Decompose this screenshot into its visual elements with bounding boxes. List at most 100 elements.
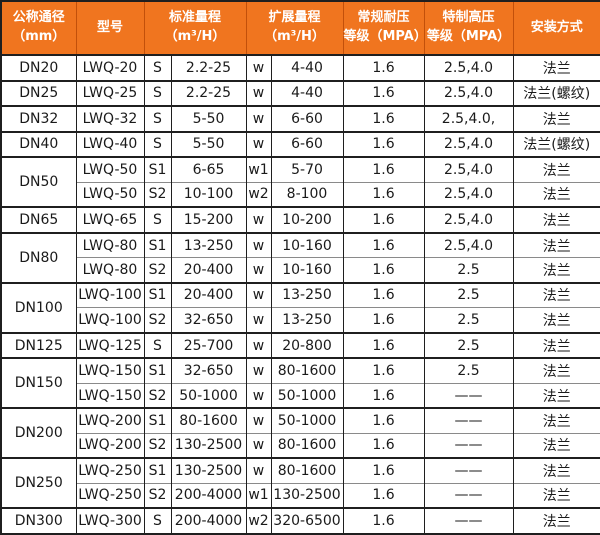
cell-standard-range: 32-650 xyxy=(170,307,247,333)
cell-normal-pressure: 1.6 xyxy=(342,507,425,534)
cell-standard-code: S xyxy=(143,130,172,158)
table-row: DN65 LWQ-65 S 15-200 w 10-200 1.6 2.5,4.0 法兰 xyxy=(0,206,600,233)
cell-extended-code: w1 xyxy=(245,482,272,509)
cell-extended-range: 20-800 xyxy=(270,331,344,359)
cell-installation: 法兰 xyxy=(512,407,600,434)
cell-extended-range: 80-1600 xyxy=(270,432,344,459)
cell-normal-pressure: 1.6 xyxy=(342,407,425,434)
cell-model: LWQ-200 xyxy=(75,432,145,459)
table-row: DN32 LWQ-32 S 5-50 w 6-60 1.6 2.5,4.0, 法兰 xyxy=(0,105,600,132)
cell-standard-code: S1 xyxy=(143,457,172,484)
cell-normal-pressure: 1.6 xyxy=(342,382,425,409)
cell-high-pressure: —— xyxy=(423,432,514,459)
cell-model: LWQ-250 xyxy=(75,482,145,509)
cell-model: LWQ-32 xyxy=(75,105,145,132)
cell-nominal-diameter: DN20 xyxy=(0,54,77,81)
table-row: LWQ-50 S2 10-100 w2 8-100 1.6 2.5,4.0 法兰 xyxy=(1,181,600,208)
cell-installation: 法兰 xyxy=(512,181,600,208)
cell-extended-code: w2 xyxy=(245,181,272,208)
cell-installation: 法兰 xyxy=(512,206,600,233)
cell-standard-range: 130-2500 xyxy=(170,432,247,459)
table-row: DN40 LWQ-40 S 5-50 w 6-60 1.6 2.5,4.0 法兰(螺纹) xyxy=(0,130,600,158)
cell-normal-pressure: 1.6 xyxy=(342,54,425,81)
cell-standard-code: S2 xyxy=(143,382,172,409)
cell-model: LWQ-80 xyxy=(75,257,145,283)
cell-extended-range: 50-1000 xyxy=(270,407,344,434)
cell-extended-range: 6-60 xyxy=(270,105,344,132)
cell-nominal-diameter: DN300 xyxy=(0,507,77,534)
cell-extended-code: w xyxy=(245,382,272,409)
cell-normal-pressure: 1.6 xyxy=(342,482,425,509)
cell-normal-pressure: 1.6 xyxy=(342,181,425,208)
cell-high-pressure: 2.5 xyxy=(423,331,514,359)
cell-standard-range: 32-650 xyxy=(170,357,247,384)
cell-standard-range: 6-65 xyxy=(170,156,247,183)
cell-high-pressure: —— xyxy=(423,457,514,484)
cell-high-pressure: 2.5 xyxy=(423,257,514,283)
cell-standard-range: 10-100 xyxy=(170,181,247,208)
header-normal-pressure: 常规耐压 等级（MPA） xyxy=(342,0,427,56)
cell-standard-range: 200-4000 xyxy=(170,482,247,509)
table-row: DN250 LWQ-250 S1 130-2500 w 80-1600 1.6 —— 法兰 xyxy=(0,457,600,509)
cell-standard-code: S2 xyxy=(143,432,172,459)
cell-extended-range: 320-6500 xyxy=(270,507,344,534)
cell-model: LWQ-250 xyxy=(75,457,145,484)
cell-high-pressure: 2.5,4.0 xyxy=(423,130,514,158)
cell-model: LWQ-200 xyxy=(75,407,145,434)
cell-high-pressure: 2.5,4.0, xyxy=(423,105,514,132)
cell-high-pressure: 2.5,4.0 xyxy=(423,231,514,258)
cell-installation: 法兰 xyxy=(512,357,600,384)
cell-model: LWQ-125 xyxy=(75,331,145,359)
cell-normal-pressure: 1.6 xyxy=(342,307,425,333)
cell-nominal-diameter: DN80 xyxy=(0,231,77,283)
table-row: DN80 LWQ-80 S1 13-250 w 10-160 1.6 2.5,4.0 法兰 xyxy=(0,231,600,283)
cell-extended-range: 6-60 xyxy=(270,130,344,158)
cell-extended-code: w xyxy=(245,457,272,484)
cell-nominal-diameter: DN65 xyxy=(0,206,77,233)
cell-model: LWQ-65 xyxy=(75,206,145,233)
cell-model: LWQ-150 xyxy=(75,357,145,384)
cell-extended-code: w xyxy=(245,79,272,107)
cell-extended-code: w2 xyxy=(245,507,272,534)
cell-installation: 法兰 xyxy=(512,105,600,132)
cell-high-pressure: 2.5 xyxy=(423,281,514,308)
cell-normal-pressure: 1.6 xyxy=(342,231,425,258)
cell-standard-code: S xyxy=(143,105,172,132)
cell-normal-pressure: 1.6 xyxy=(342,130,425,158)
cell-installation: 法兰 xyxy=(512,54,600,81)
cell-model: LWQ-300 xyxy=(75,507,145,534)
cell-standard-range: 5-50 xyxy=(170,130,247,158)
header-nominal-diameter: 公称通径 （mm） xyxy=(0,0,77,56)
cell-installation: 法兰 xyxy=(512,307,600,333)
cell-standard-code: S2 xyxy=(143,482,172,509)
cell-nominal-diameter: DN50 xyxy=(0,156,77,208)
table-row: LWQ-100 S2 32-650 w 13-250 1.6 2.5 法兰 xyxy=(1,307,600,333)
cell-extended-range: 13-250 xyxy=(270,281,344,308)
cell-model: LWQ-20 xyxy=(75,54,145,81)
cell-model: LWQ-50 xyxy=(75,181,145,208)
cell-standard-range: 25-700 xyxy=(170,331,247,359)
table-row: DN100 LWQ-100 S1 20-400 w 13-250 1.6 2.5 法兰 xyxy=(0,281,600,333)
cell-extended-code: w xyxy=(245,357,272,384)
cell-extended-range: 80-1600 xyxy=(270,457,344,484)
cell-standard-range: 200-4000 xyxy=(170,507,247,534)
cell-standard-range: 20-400 xyxy=(170,281,247,308)
cell-normal-pressure: 1.6 xyxy=(342,156,425,183)
cell-normal-pressure: 1.6 xyxy=(342,105,425,132)
cell-nominal-diameter: DN40 xyxy=(0,130,77,158)
cell-standard-range: 5-50 xyxy=(170,105,247,132)
cell-standard-range: 130-2500 xyxy=(170,457,247,484)
cell-standard-code: S2 xyxy=(143,307,172,333)
cell-standard-range: 50-1000 xyxy=(170,382,247,409)
cell-high-pressure: —— xyxy=(423,507,514,534)
cell-model: LWQ-25 xyxy=(75,79,145,107)
cell-nominal-diameter: DN150 xyxy=(0,357,77,409)
cell-extended-code: w xyxy=(245,432,272,459)
cell-nominal-diameter: DN125 xyxy=(0,331,77,359)
cell-nominal-diameter: DN100 xyxy=(0,281,77,333)
cell-nominal-diameter: DN200 xyxy=(0,407,77,459)
cell-installation: 法兰 xyxy=(512,482,600,509)
cell-model: LWQ-40 xyxy=(75,130,145,158)
cell-extended-range: 10-200 xyxy=(270,206,344,233)
